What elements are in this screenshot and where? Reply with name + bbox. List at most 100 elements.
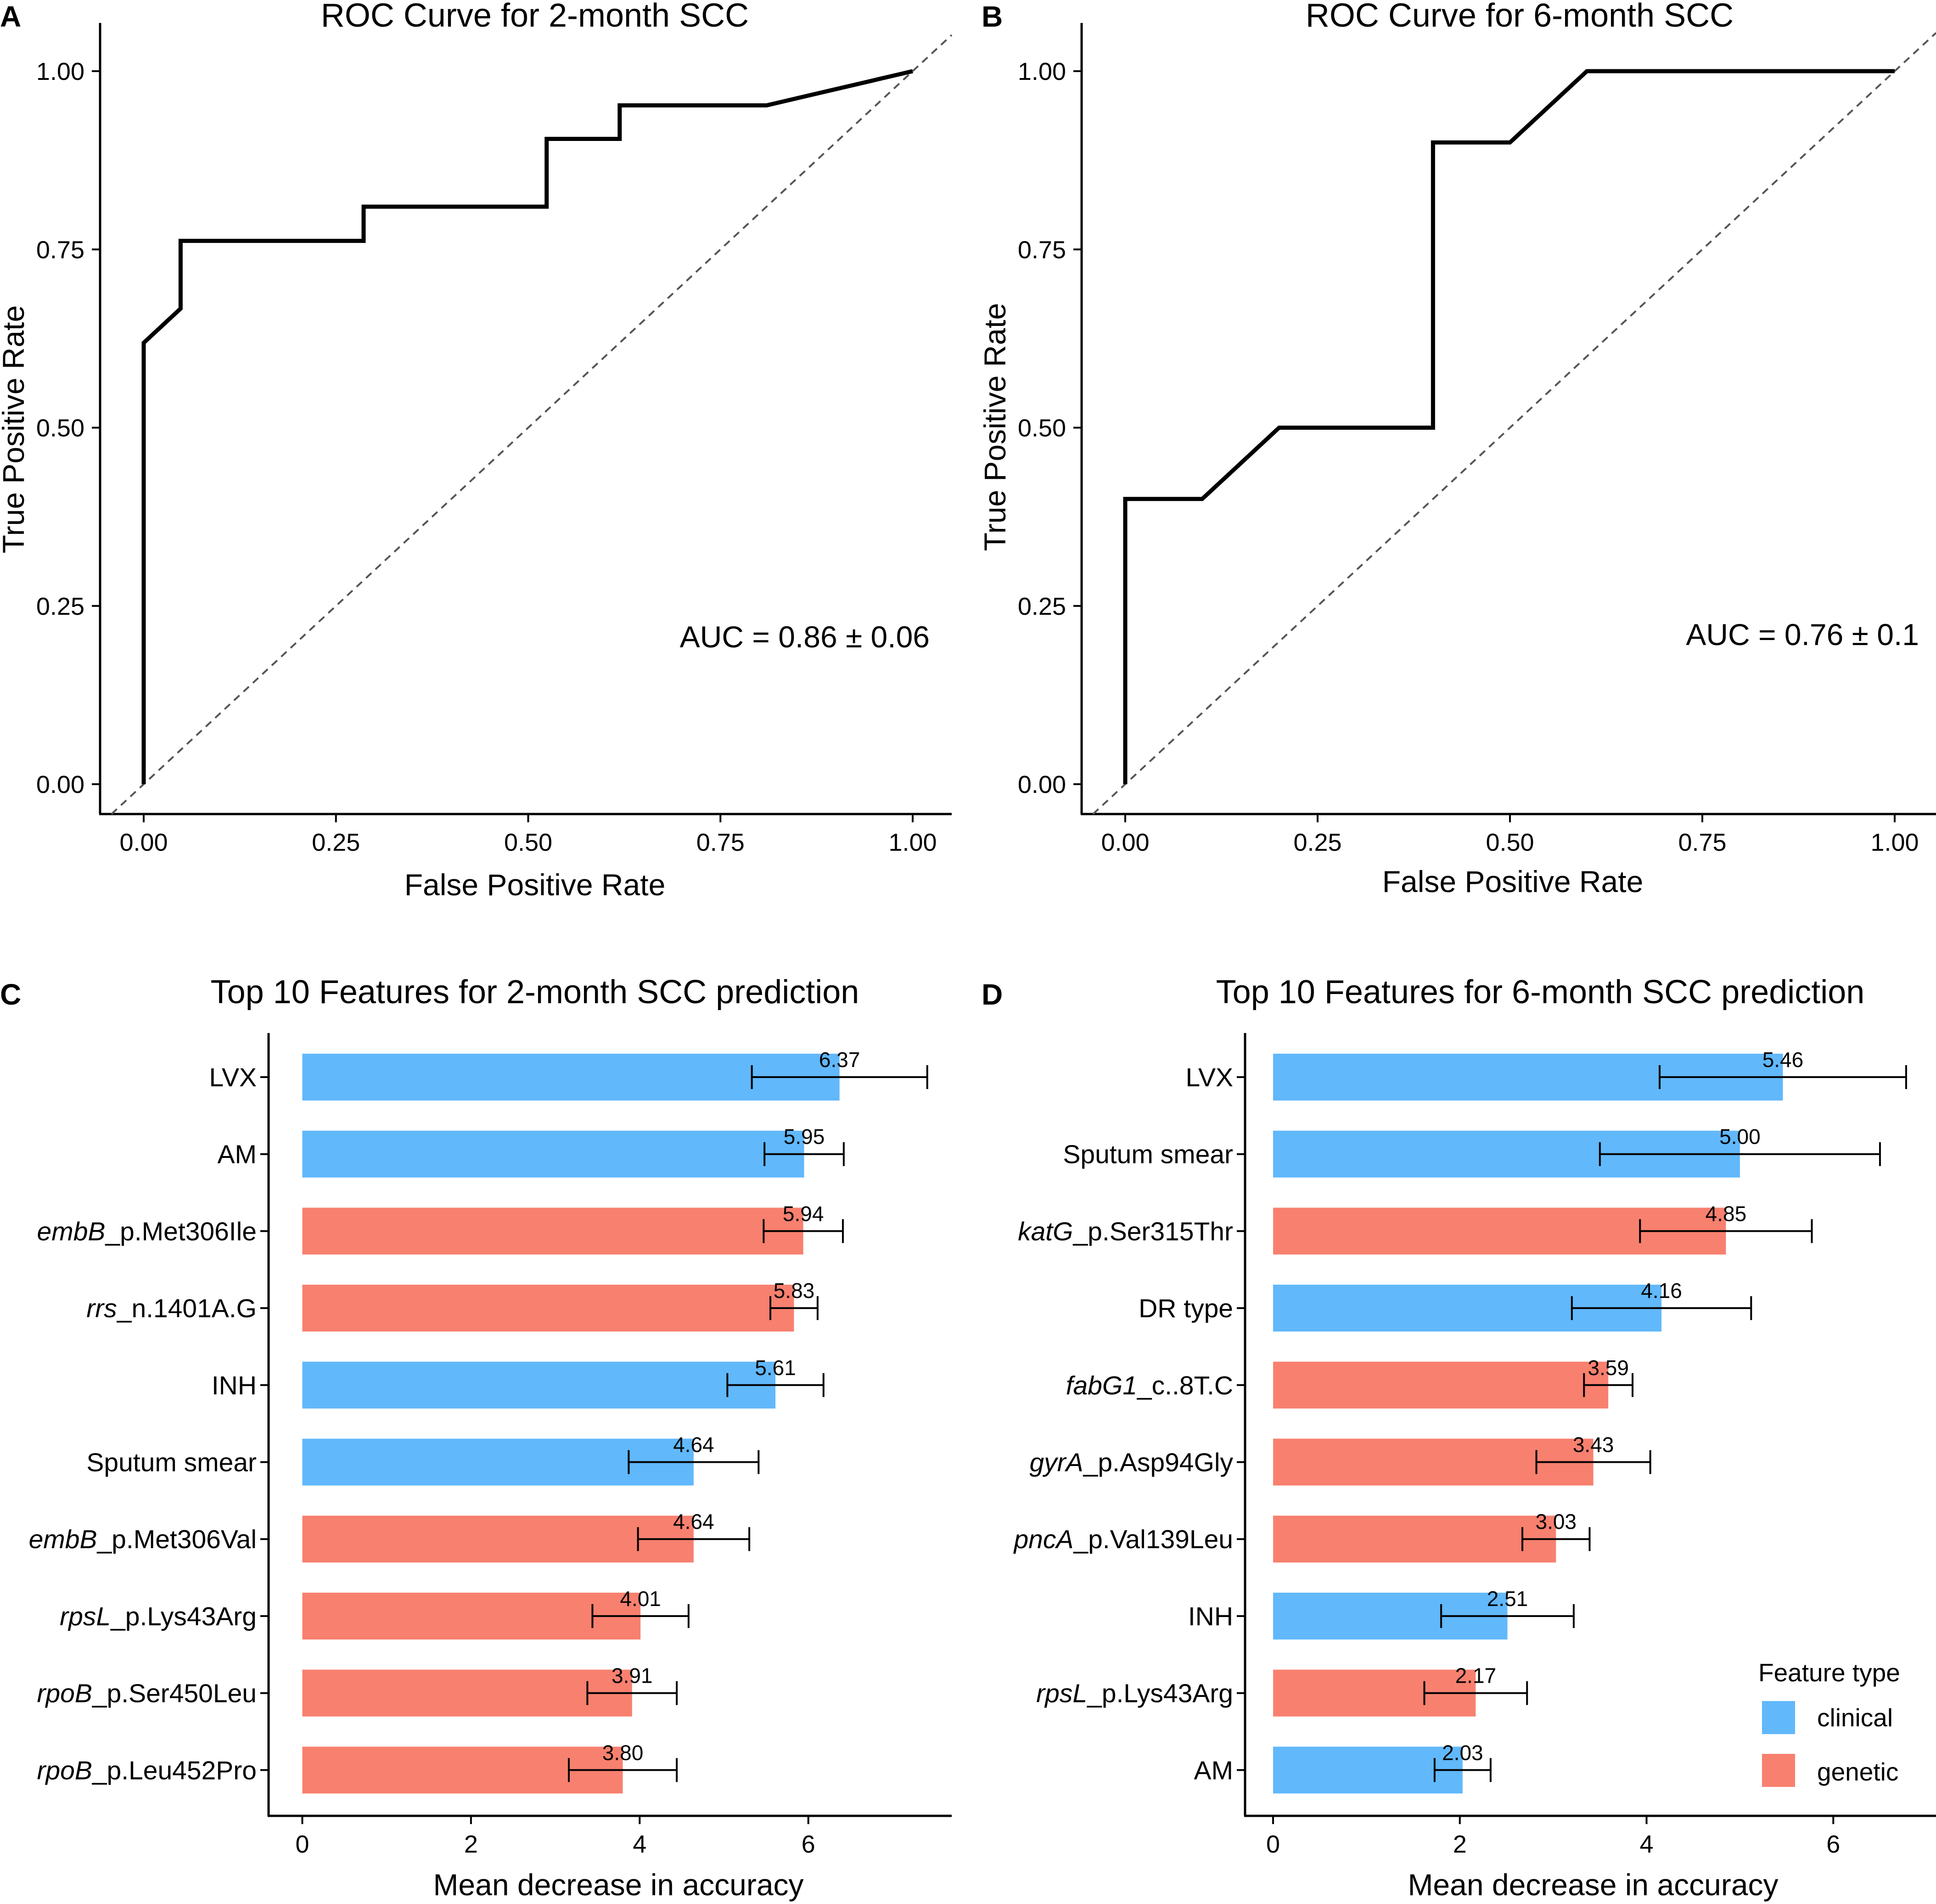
x-tick-label-c: 0 <box>295 1831 309 1858</box>
y-tick-label-b: 0.50 <box>1018 415 1066 442</box>
bar-value-label-d-1: 5.46 <box>1762 1048 1804 1072</box>
panel-d: D Top 10 Features for 6-month SCC predic… <box>982 974 1936 1902</box>
feature-gene-name: rpsL <box>1036 1679 1087 1708</box>
feature-name-text: LVX <box>209 1063 257 1092</box>
feature-name-text: _p.Asp94Gly <box>1083 1448 1234 1477</box>
bar-d-10 <box>1273 1747 1463 1794</box>
x-tick-label-d: 6 <box>1826 1831 1840 1858</box>
feature-name-text: _p.Lys43Arg <box>110 1602 257 1631</box>
feature-label-d-5: fabG1_c..8T.C <box>1066 1371 1233 1400</box>
diagonal-reference-line-b <box>1092 32 1936 815</box>
feature-name-text: Sputum smear <box>1063 1140 1233 1169</box>
bar-value-label-c-8: 4.01 <box>620 1587 661 1611</box>
bar-value-label-d-2: 5.00 <box>1719 1125 1761 1149</box>
bar-c-3 <box>302 1208 803 1255</box>
bar-value-label-c-3: 5.94 <box>783 1202 824 1225</box>
feature-name-text: Sputum smear <box>86 1448 257 1477</box>
auc-annotation-a: AUC = 0.86 ± 0.06 <box>680 620 930 654</box>
panel-letter-c: C <box>0 978 21 1011</box>
panel-letter-b: B <box>982 0 1003 33</box>
x-tick-label-b: 0.50 <box>1486 829 1534 856</box>
feature-label-c-4: rrs_n.1401A.G <box>86 1294 257 1323</box>
bar-value-label-d-3: 4.85 <box>1706 1202 1747 1225</box>
bar-c-4 <box>302 1285 794 1332</box>
legend-label-clinical: clinical <box>1817 1703 1893 1732</box>
feature-label-c-6: Sputum smear <box>86 1448 257 1477</box>
bar-c-8 <box>302 1592 641 1640</box>
x-axis-title-c: Mean decrease in accuracy <box>433 1868 803 1902</box>
bar-d-7 <box>1273 1516 1556 1563</box>
y-tick-label-b: 0.25 <box>1018 593 1066 620</box>
feature-label-d-6: gyrA_p.Asp94Gly <box>1029 1448 1233 1477</box>
feature-name-text: _n.1401A.G <box>117 1294 257 1323</box>
y-tick-label-a: 0.00 <box>36 771 84 798</box>
bar-value-label-c-9: 3.91 <box>612 1664 653 1688</box>
roc-curve-line-b <box>1123 69 1895 784</box>
bar-c-1 <box>302 1054 840 1101</box>
feature-gene-name: rpsL <box>60 1602 111 1631</box>
feature-label-c-7: embB_p.Met306Val <box>29 1525 257 1554</box>
x-tick-label-a: 0.25 <box>312 829 360 856</box>
chart-title-c: Top 10 Features for 2-month SCC predicti… <box>211 974 859 1011</box>
x-tick-label-b: 0.25 <box>1293 829 1341 856</box>
x-tick-label-a: 0.75 <box>696 829 745 856</box>
bar-value-label-d-6: 3.43 <box>1573 1433 1614 1457</box>
feature-gene-name: embB <box>37 1217 106 1246</box>
panel-letter-a: A <box>0 0 21 33</box>
y-tick-label-b: 1.00 <box>1018 58 1066 85</box>
feature-label-c-2: AM <box>218 1140 257 1169</box>
feature-label-c-8: rpsL_p.Lys43Arg <box>60 1602 257 1631</box>
x-tick-label-d: 0 <box>1266 1831 1280 1858</box>
x-tick-label-b: 0.75 <box>1678 829 1726 856</box>
y-tick-label-a: 0.50 <box>36 415 84 442</box>
feature-label-d-4: DR type <box>1139 1294 1233 1323</box>
chart-title-b: ROC Curve for 6-month SCC <box>1306 0 1734 34</box>
x-tick-label-b: 0.00 <box>1101 829 1149 856</box>
y-tick-label-a: 0.75 <box>36 236 84 264</box>
x-axis-title-a: False Positive Rate <box>404 868 666 902</box>
x-tick-label-b: 1.00 <box>1870 829 1919 856</box>
panel-b: B ROC Curve for 6-month SCC False Positi… <box>978 0 1936 899</box>
feature-name-text: AM <box>218 1140 257 1169</box>
bar-value-label-d-10: 2.03 <box>1442 1741 1483 1764</box>
bar-value-label-d-7: 3.03 <box>1535 1510 1577 1533</box>
feature-label-d-3: katG_p.Ser315Thr <box>1018 1217 1233 1246</box>
chart-title-d: Top 10 Features for 6-month SCC predicti… <box>1216 974 1865 1011</box>
bar-value-label-c-10: 3.80 <box>602 1741 644 1764</box>
bar-c-9 <box>302 1669 632 1717</box>
panel-letter-d: D <box>982 978 1003 1011</box>
bar-value-label-d-5: 3.59 <box>1588 1356 1629 1380</box>
feature-name-text: INH <box>212 1371 257 1400</box>
feature-gene-name: embB <box>29 1525 97 1554</box>
feature-gene-name: pncA <box>1013 1525 1073 1554</box>
bar-value-label-d-9: 2.17 <box>1455 1664 1497 1688</box>
y-axis-title-a: True Positive Rate <box>0 305 30 553</box>
feature-name-text: _p.Met306Val <box>96 1525 257 1554</box>
x-tick-label-d: 4 <box>1640 1831 1654 1858</box>
legend-swatch-clinical <box>1762 1701 1795 1734</box>
x-axis-title-b: False Positive Rate <box>1382 865 1644 899</box>
feature-gene-name: gyrA <box>1029 1448 1083 1477</box>
feature-name-text: AM <box>1194 1756 1234 1785</box>
bar-d-5 <box>1273 1361 1609 1409</box>
bar-value-label-d-4: 4.16 <box>1641 1279 1682 1303</box>
chart-title-a: ROC Curve for 2-month SCC <box>321 0 749 34</box>
feature-label-d-2: Sputum smear <box>1063 1140 1233 1169</box>
feature-name-text: _p.Met306Ile <box>105 1217 257 1246</box>
feature-name-text: _p.Val139Leu <box>1073 1525 1233 1554</box>
bar-value-label-d-8: 2.51 <box>1487 1587 1528 1611</box>
feature-name-text: _p.Leu452Pro <box>92 1756 257 1785</box>
bar-c-5 <box>302 1361 776 1409</box>
feature-name-text: _p.Ser315Thr <box>1072 1217 1233 1246</box>
bar-c-2 <box>302 1130 804 1178</box>
feature-gene-name: fabG1 <box>1066 1371 1137 1400</box>
feature-gene-name: rpoB <box>37 1679 92 1708</box>
y-tick-label-a: 1.00 <box>36 58 84 85</box>
feature-gene-name: katG <box>1018 1217 1073 1246</box>
x-tick-label-a: 0.50 <box>504 829 552 856</box>
feature-label-d-9: rpsL_p.Lys43Arg <box>1036 1679 1233 1708</box>
bar-value-label-c-6: 4.64 <box>673 1433 714 1457</box>
bar-value-label-c-5: 5.61 <box>755 1356 796 1380</box>
